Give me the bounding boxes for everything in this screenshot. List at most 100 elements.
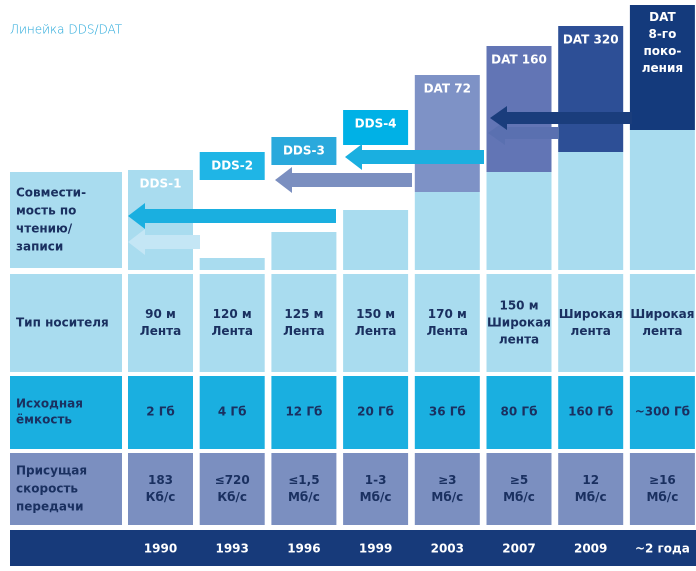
label: лента [642,324,682,338]
column-light [343,210,409,270]
column-header [343,110,409,145]
year: 2003 [431,542,464,556]
label: Мб/с [503,490,535,504]
label: DAT [649,10,676,24]
row-label-bg [10,453,122,525]
label: 170 м [428,307,467,321]
speed-cell [558,453,624,525]
label: Кб/с [217,490,247,504]
label: 80 Гб [501,405,538,419]
label: ~300 Гб [635,405,690,419]
capacity-cell [271,376,337,449]
media-cell [558,274,624,372]
year: 1990 [144,542,177,556]
label: ления [642,61,683,75]
column-header [629,5,695,130]
arrow [345,144,484,170]
label: ёмкость [16,413,72,427]
speed-cell [271,453,337,525]
label: Кб/с [146,490,176,504]
year: 1996 [287,542,320,556]
label: Совмести- [16,186,86,200]
label: 1-3 [365,473,387,487]
column-header [486,46,552,172]
label: Мб/с [575,490,607,504]
media-cell [271,274,337,372]
arrow [128,229,200,255]
capacity-cell [128,376,193,449]
title: Линейка DDS/DAT [10,23,123,37]
capacity-cell [343,376,409,449]
label: 125 м [284,307,323,321]
column-header [199,152,265,180]
label: 36 Гб [429,405,466,419]
capacity-cell [486,376,552,449]
year: 2007 [502,542,535,556]
column-light [486,172,552,270]
capacity-cell [558,376,624,449]
label: DDS-4 [355,117,397,131]
column-header [558,26,624,152]
media-cell [343,274,409,372]
label: 12 [582,473,599,487]
speed-cell [486,453,552,525]
label: DAT 72 [424,82,471,96]
label: ≤1,5 [288,473,319,487]
label: 120 м [213,307,252,321]
speed-cell [414,453,480,525]
label: Лента [355,324,396,338]
label: 12 Гб [285,405,322,419]
label: DAT 320 [563,33,619,47]
arrow [128,203,336,229]
label: 4 Гб [218,405,247,419]
label: Лента [283,324,324,338]
label: DDS-2 [211,159,253,173]
speed-cell [199,453,265,525]
column-light [414,192,480,270]
label: поко- [643,44,681,58]
row-label-bg [10,376,122,449]
label: Широкая [559,307,623,321]
label: передачи [16,500,84,514]
label: Широкая [487,316,551,330]
column-header [271,137,337,165]
media-cell [629,274,695,372]
label: Широкая [630,307,694,321]
label: DDS-3 [283,144,325,158]
label: 183 [148,473,173,487]
speed-cell [128,453,193,525]
label: 2 Гб [146,405,175,419]
label: Лента [211,324,252,338]
label: 90 м [145,307,176,321]
label: ≥5 [510,473,528,487]
media-cell [199,274,265,372]
label: чтению/ [16,222,73,236]
speed-cell [343,453,409,525]
label: Исходная [16,397,83,411]
label: 160 Гб [568,405,613,419]
media-cell [414,274,480,372]
arrow [490,106,632,130]
label: скорость [16,482,78,496]
label: Мб/с [431,490,463,504]
capacity-cell [629,376,695,449]
label: лента [499,333,539,347]
label: DAT 160 [491,53,547,67]
label: Мб/с [288,490,320,504]
capacity-cell [414,376,480,449]
column-light [271,232,337,270]
label: 150 м [499,299,538,313]
label: 8-го [648,27,676,41]
column-header [414,75,480,192]
label: записи [16,240,63,254]
column-light [199,258,265,270]
capacity-cell [199,376,265,449]
media-cell [486,274,552,372]
row-label-bg [10,172,122,268]
label: Присущая [16,464,87,478]
arrows [128,106,632,255]
label: ≥16 [649,473,676,487]
label: 20 Гб [357,405,394,419]
label: Тип носителя [16,316,109,330]
